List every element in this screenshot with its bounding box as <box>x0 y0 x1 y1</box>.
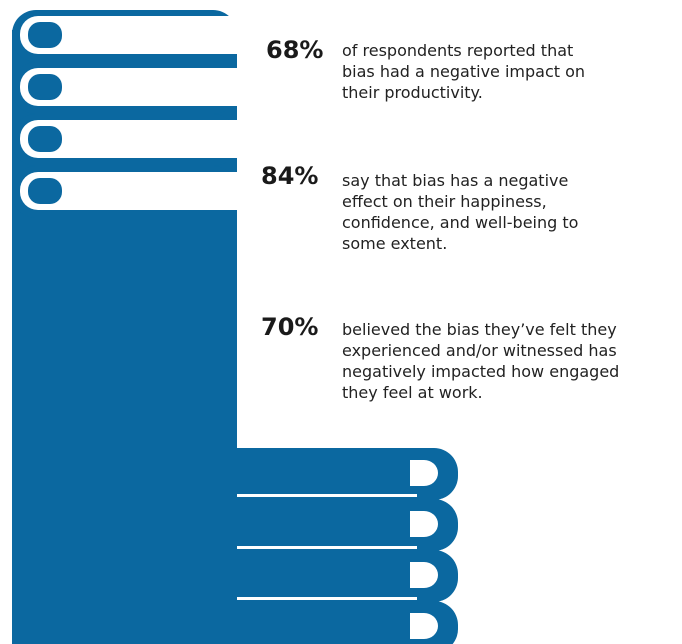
stat-value: 84% <box>261 162 319 190</box>
stat-text: their productivity. <box>342 83 483 102</box>
stat-value: 70% <box>261 313 319 341</box>
fingers-left <box>12 0 260 260</box>
stat-text: experienced and/or witnessed has <box>342 341 617 360</box>
stat-value: 68% <box>266 36 324 64</box>
fingers-right <box>200 448 458 644</box>
stat-text: effect on their happiness, <box>342 192 547 211</box>
stat-text: they feel at work. <box>342 383 483 402</box>
stat-text: bias had a negative impact on <box>342 62 586 81</box>
stat-text: negatively impacted how engaged <box>342 362 620 381</box>
stat-text: believed the bias they’ve felt they <box>342 320 617 339</box>
stat-text: say that bias has a negative <box>342 171 569 190</box>
stat-text: of respondents reported that <box>342 41 574 60</box>
stat-text: confidence, and well-being to <box>342 213 579 232</box>
stat-text: some extent. <box>342 234 448 253</box>
